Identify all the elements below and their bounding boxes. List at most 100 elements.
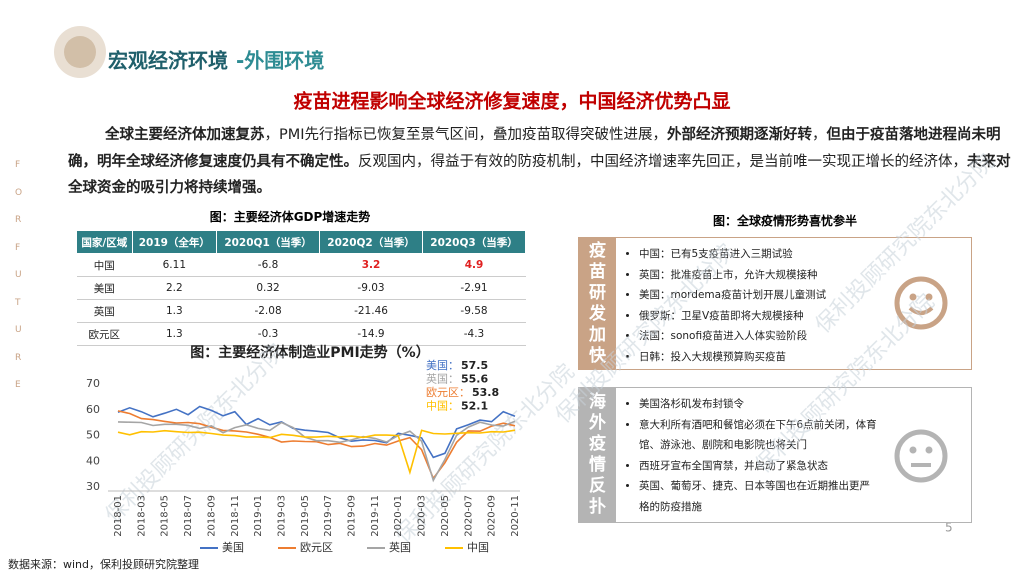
annotation-value: 53.8 (472, 386, 499, 399)
column-header: 2020Q1（当季） (216, 230, 321, 254)
column-header: 2020Q3（当季） (422, 230, 526, 254)
table-row: 英国 1.3 -2.08 -21.46 -9.58 (76, 299, 526, 323)
x-tick-label: 2020-07 (463, 495, 474, 537)
table-header: 国家/区域 2019（全年） 2020Q1（当季） 2020Q2（当季） 2020Q3（… (76, 230, 526, 254)
annotation-value: 57.5 (461, 359, 488, 372)
table-cell: 1.3 (132, 322, 217, 346)
column-header: 2019（全年） (131, 230, 218, 254)
x-tick-label: 2019-07 (323, 495, 334, 537)
series-line (117, 420, 516, 483)
y-tick-label: 30 (86, 480, 100, 493)
column-header: 国家/区域 (76, 230, 133, 254)
legend-label: 欧元区 (300, 541, 333, 554)
title-main: 宏观经济环境 (108, 49, 228, 73)
table-cell: -21.46 (319, 299, 423, 323)
annotation-label: 英国： (426, 372, 459, 386)
panel-item: 美国：mordema疫苗计划开展儿童测试 (639, 285, 879, 306)
side-letter: U (15, 325, 22, 335)
panel-list: 美国洛杉矶发布封锁令意大利所有酒吧和餐馆必须在下午6点前关闭，体育馆、游泳池、剧… (579, 388, 879, 517)
side-letter: F (15, 242, 21, 253)
paragraph-segment: 但由于疫苗落地进程尚未明确，明年全球经济修复速度仍具有不确定性。 (68, 127, 1001, 170)
annotation-value: 52.1 (461, 400, 488, 413)
x-tick-label: 2020-05 (440, 495, 451, 537)
side-letter: R (15, 352, 22, 363)
y-tick-label: 60 (86, 403, 100, 416)
panel-item: 俄罗斯：卫星V疫苗即将大规模接种 (639, 306, 879, 327)
table-title: 图：主要经济体GDP增速走势 (209, 210, 371, 224)
table-cell: -2.08 (216, 299, 320, 323)
x-tick-label: 2020-11 (510, 495, 521, 537)
x-tick-label: 2019-01 (253, 495, 264, 537)
epidemic-panel: 疫苗研发加快中国：已有5支疫苗进入三期试验英国：批准疫苗上市，允许大规模接种美国… (578, 237, 972, 370)
table-cell: -2.91 (422, 276, 526, 300)
panel-label-bg: 疫苗研发加快 (579, 238, 616, 369)
series-line (117, 429, 516, 476)
panel-item: 英国、葡萄牙、捷克、日本等国也在近期推出更严格的防疫措施 (639, 476, 879, 517)
x-tick-label: 2019-05 (300, 495, 311, 537)
table-cell: 美国 (76, 276, 133, 300)
side-letter: F (15, 160, 21, 170)
face-icon (894, 429, 948, 483)
side-letter: R (15, 215, 22, 225)
table-cell: 4.9 (422, 253, 526, 277)
table-cell: -9.58 (422, 299, 526, 323)
face-icon (894, 276, 948, 330)
table-row: 欧元区 1.3 -0.3 -14.9 -4.3 (76, 322, 526, 346)
x-tick-label: 2018-09 (206, 495, 217, 537)
y-tick-label: 70 (86, 377, 100, 390)
table-cell: 2.2 (132, 276, 217, 300)
x-tick-label: 2019-09 (347, 495, 358, 537)
paragraph-segment: 未来对全球资金的吸引力将持续增强。 (68, 153, 1011, 197)
column-header: 2020Q2（当季） (319, 230, 423, 254)
panel-label-bg: 海外疫情反扑 (579, 388, 616, 522)
table-cell: 英国 (76, 299, 133, 323)
x-tick-label: 2018-03 (136, 495, 147, 537)
page-number: 5 (945, 521, 953, 535)
panel-item: 美国洛杉矶发布封锁令 (639, 394, 879, 415)
x-tick-label: 2020-03 (417, 495, 428, 537)
table-cell: -9.03 (319, 276, 423, 300)
panel-item: 意大利所有酒吧和餐馆必须在下午6点前关闭，体育馆、游泳池、剧院和电影院也将关门 (639, 415, 879, 456)
annotation-value: 55.6 (461, 373, 488, 386)
paragraph-segment: 反观国内，得益于有效的防疫机制，中国经济增速率先回正，是当前唯一实现正增长的经济… (358, 153, 967, 170)
annotation-label: 欧元区： (426, 386, 470, 399)
headline: 疫苗进程影响全球经济修复速度，中国经济优势凸显 (293, 90, 730, 113)
panel-list: 中国：已有5支疫苗进入三期试验英国：批准疫苗上市，允许大规模接种美国：morde… (579, 238, 879, 367)
panel-label: 海外疫情反扑 (589, 392, 606, 517)
series-line (117, 405, 516, 459)
epidemic-title: 图：全球疫情形势喜忧参半 (712, 214, 857, 228)
annotation-label: 中国： (426, 400, 459, 413)
title-sub: -外围环境 (236, 49, 324, 73)
paragraph-segment: ，PMI先行指标已恢复至景气区间，叠加疫苗取得突破性进展， (264, 127, 668, 143)
x-tick-label: 2020-01 (393, 495, 404, 537)
table-cell: 1.3 (132, 299, 217, 323)
source: 数据来源：wind，保利投顾研究院整理 (8, 557, 199, 571)
gdp-table: 国家/区域 2019（全年） 2020Q1（当季） 2020Q2（当季） 2020Q3（… (76, 230, 526, 346)
table-cell: -0.3 (216, 322, 320, 346)
table-cell: 中国 (76, 253, 133, 277)
side-letter: U (15, 270, 22, 280)
panel-label: 疫苗研发加快 (589, 240, 606, 366)
x-tick-label: 2019-11 (370, 495, 381, 537)
legend-label: 中国 (467, 541, 489, 554)
paragraph-segment: 外部经济预期逐渐好转 (667, 127, 813, 143)
table-cell: -14.9 (319, 322, 423, 346)
table-cell: 0.32 (216, 276, 320, 300)
annotation-label: 美国： (426, 359, 459, 372)
panel-item: 英国：批准疫苗上市，允许大规模接种 (639, 265, 879, 286)
paragraph-segment: 全球主要经济体加速复苏 (105, 127, 265, 143)
side-letter: T (15, 297, 21, 308)
side-letter: E (15, 380, 21, 390)
table-cell: -6.8 (216, 253, 320, 277)
table-row: 美国 2.2 0.32 -9.03 -2.91 (76, 276, 526, 300)
table-cell: -4.3 (422, 322, 526, 346)
chart-title: 图：主要经济体制造业PMI走势（%） (190, 344, 429, 361)
epidemic-panel: 海外疫情反扑美国洛杉矶发布封锁令意大利所有酒吧和餐馆必须在下午6点前关闭，体育馆… (578, 387, 972, 523)
y-tick-label: 40 (86, 454, 100, 467)
x-tick-label: 2018-11 (230, 495, 241, 537)
x-tick-label: 2018-05 (160, 495, 171, 537)
panel-item: 法国：sonofi疫苗进入人体实验阶段 (639, 326, 879, 347)
